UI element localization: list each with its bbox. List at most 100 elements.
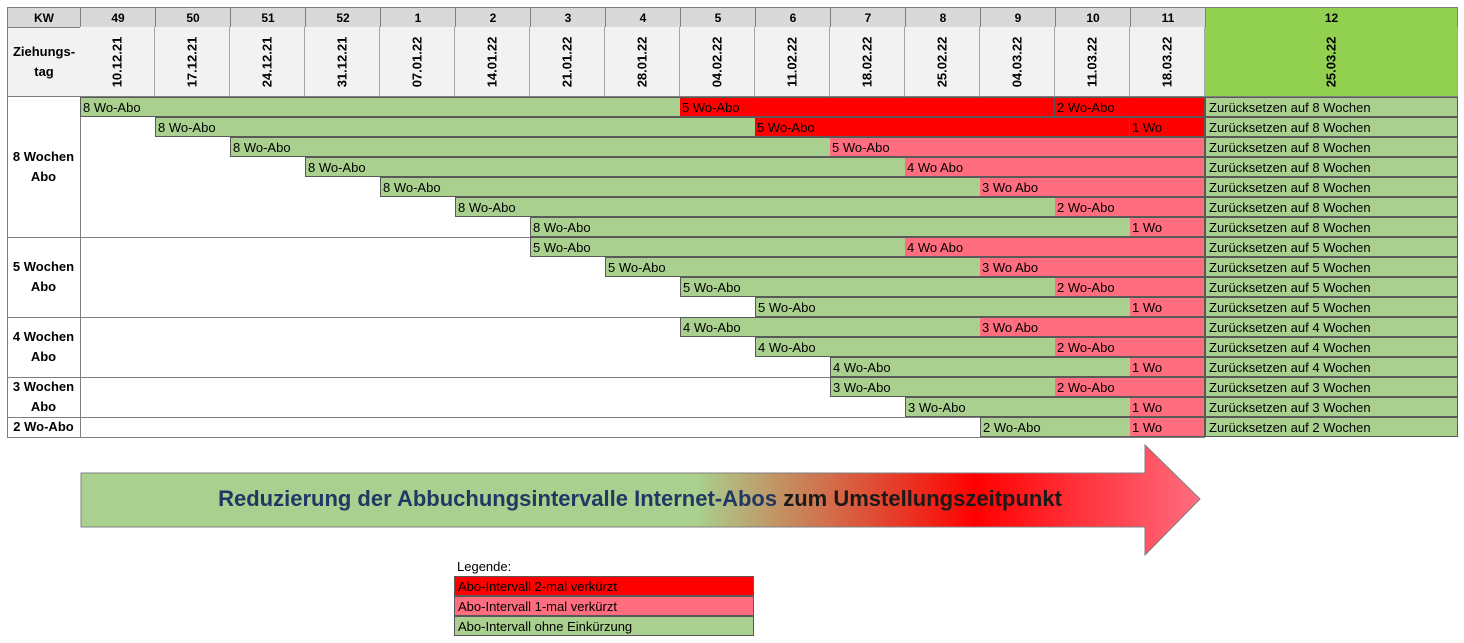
- subscription-bar-green: 8 Wo-Abo: [380, 177, 981, 197]
- reset-cell: Zurücksetzen auf 3 Wochen: [1205, 377, 1458, 397]
- subscription-bar-green: 5 Wo-Abo: [605, 257, 981, 277]
- subscription-bar-pink: 3 Wo Abo: [980, 317, 1205, 337]
- reset-cell: Zurücksetzen auf 4 Wochen: [1205, 337, 1458, 357]
- subscription-bar-green: 8 Wo-Abo: [455, 197, 1056, 217]
- final-draw-date: 25.03.22: [1323, 36, 1339, 87]
- legend-item-pink: Abo-Intervall 1-mal verkürzt: [454, 596, 754, 616]
- subscription-bar-pink: 1 Wo: [1130, 217, 1205, 237]
- week-header-cell: 52: [305, 7, 381, 28]
- subscription-bar-green: 4 Wo-Abo: [755, 337, 1056, 357]
- subscription-bar-green: 8 Wo-Abo: [80, 97, 681, 117]
- reset-cell: Zurücksetzen auf 5 Wochen: [1205, 237, 1458, 257]
- ziehungstag-label: Ziehungs- tag: [12, 44, 76, 79]
- week-number: 1: [414, 10, 422, 25]
- group-label: 3 Wochen Abo: [12, 379, 75, 414]
- week-header-cell: 2: [455, 7, 531, 28]
- reset-cell: Zurücksetzen auf 8 Wochen: [1205, 177, 1458, 197]
- subscription-bar-pink: 4 Wo Abo: [905, 237, 1205, 257]
- subscription-bar-pink: 3 Wo Abo: [980, 257, 1205, 277]
- reset-cell: Zurücksetzen auf 3 Wochen: [1205, 397, 1458, 417]
- reset-cell: Zurücksetzen auf 8 Wochen: [1205, 137, 1458, 157]
- draw-date: 11.03.22: [1084, 36, 1100, 87]
- date-header-cell: 31.12.21: [305, 27, 380, 97]
- subscription-bar-pink: 4 Wo Abo: [905, 157, 1205, 177]
- subscription-bar-green: 4 Wo-Abo: [680, 317, 981, 337]
- reset-cell: Zurücksetzen auf 2 Wochen: [1205, 417, 1458, 437]
- kw-label: KW: [34, 10, 54, 25]
- week-header-cell: 1: [380, 7, 456, 28]
- date-header-cell: 10.12.21: [80, 27, 155, 97]
- reset-cell: Zurücksetzen auf 8 Wochen: [1205, 197, 1458, 217]
- ziehungstag-header-cell: Ziehungs- tag: [7, 27, 81, 97]
- date-header-cell: 17.12.21: [155, 27, 230, 97]
- week-number: 9: [1014, 10, 1022, 25]
- table-bottom-border: [7, 437, 1205, 438]
- legend-title: Legende:: [457, 559, 512, 574]
- subscription-bar-green: 5 Wo-Abo: [680, 277, 1056, 297]
- label-col-border: [80, 97, 81, 437]
- draw-date: 07.01.22: [409, 36, 425, 87]
- subscription-bar-green: 3 Wo-Abo: [905, 397, 1131, 417]
- week-number: 3: [564, 10, 572, 25]
- week-header-cell: 10: [1055, 7, 1131, 28]
- legend-item-green: Abo-Intervall ohne Einkürzung: [454, 616, 754, 636]
- subscription-bar-pink: 1 Wo: [1130, 297, 1205, 317]
- final-week-number: 12: [1324, 10, 1339, 25]
- week-number: 2: [489, 10, 497, 25]
- arrow-caption-part2: zum Umstellungszeitpunkt: [777, 486, 1062, 511]
- week-header-cell: 5: [680, 7, 756, 28]
- week-header-cell: 7: [830, 7, 906, 28]
- week-number: 5: [714, 10, 722, 25]
- date-header-cell: 28.01.22: [605, 27, 680, 97]
- week-header-cell: 9: [980, 7, 1056, 28]
- subscription-bar-pink: 3 Wo Abo: [980, 177, 1205, 197]
- reset-cell: Zurücksetzen auf 8 Wochen: [1205, 97, 1458, 117]
- reset-cell: Zurücksetzen auf 8 Wochen: [1205, 217, 1458, 237]
- date-header-cell: 11.02.22: [755, 27, 830, 97]
- draw-date: 04.03.22: [1009, 36, 1025, 87]
- subscription-bar-green: 8 Wo-Abo: [305, 157, 906, 177]
- subscription-bar-green: 5 Wo-Abo: [755, 297, 1131, 317]
- subscription-bar-red: 2 Wo-Abo: [1055, 97, 1205, 117]
- week-header-cell: 11: [1130, 7, 1206, 28]
- subscription-bar-pink: 1 Wo: [1130, 357, 1205, 377]
- week-header-cell: 8: [905, 7, 981, 28]
- week-header-cell: 6: [755, 7, 831, 28]
- table-left-border: [7, 97, 8, 437]
- week-number: 11: [1161, 10, 1175, 25]
- week-number: 10: [1086, 10, 1100, 25]
- subscription-bar-green: 8 Wo-Abo: [530, 217, 1131, 237]
- subscription-bar-red: 5 Wo-Abo: [680, 97, 1055, 117]
- draw-date: 18.02.22: [859, 36, 875, 87]
- date-header-cell: 18.03.22: [1130, 27, 1205, 97]
- date-header-cell: 21.01.22: [530, 27, 605, 97]
- subscription-bar-pink: 2 Wo-Abo: [1055, 277, 1205, 297]
- week-header-cell: 3: [530, 7, 606, 28]
- draw-date: 28.01.22: [634, 36, 650, 87]
- draw-date: 18.03.22: [1159, 36, 1175, 87]
- draw-date: 21.01.22: [559, 36, 575, 87]
- reset-cell: Zurücksetzen auf 8 Wochen: [1205, 117, 1458, 137]
- arrow-caption-part1: Reduzierung der Abbuchungsintervalle Int…: [218, 486, 778, 511]
- subscription-bar-green: 3 Wo-Abo: [830, 377, 1056, 397]
- week-number: 8: [939, 10, 947, 25]
- draw-date: 31.12.21: [334, 36, 350, 87]
- draw-date: 11.02.22: [784, 36, 800, 87]
- draw-date: 10.12.21: [109, 36, 125, 87]
- draw-date: 04.02.22: [709, 36, 725, 87]
- week-header-cell: 51: [230, 7, 306, 28]
- date-header-cell: 04.02.22: [680, 27, 755, 97]
- date-header-cell: 18.02.22: [830, 27, 905, 97]
- final-date-header-cell: 25.03.22: [1205, 27, 1458, 97]
- subscription-bar-pink: 2 Wo-Abo: [1055, 377, 1205, 397]
- group-label: 2 Wo-Abo: [13, 419, 74, 434]
- week-number: 6: [789, 10, 797, 25]
- date-header-cell: 14.01.22: [455, 27, 530, 97]
- reset-cell: Zurücksetzen auf 5 Wochen: [1205, 277, 1458, 297]
- draw-date: 24.12.21: [259, 36, 275, 87]
- reset-cell: Zurücksetzen auf 8 Wochen: [1205, 157, 1458, 177]
- legend-item-red: Abo-Intervall 2-mal verkürzt: [454, 576, 754, 596]
- subscription-bar-red: 1 Wo: [1130, 117, 1205, 137]
- draw-date: 14.01.22: [484, 36, 500, 87]
